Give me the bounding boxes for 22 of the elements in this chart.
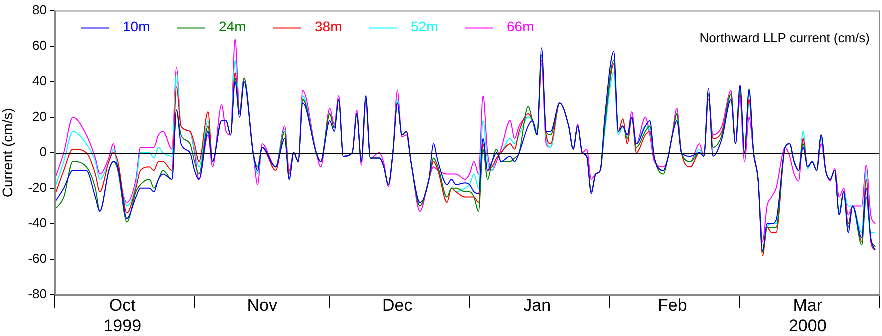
legend-label: 10m [123, 18, 150, 35]
x-tick-label: Mar 2000 [788, 296, 827, 336]
x-tick-label: Jan [524, 296, 552, 315]
y-axis-title: Current (cm/s) [0, 108, 16, 198]
x-tick-label: Dec [382, 296, 414, 315]
legend-label: 66m [507, 18, 534, 35]
annotation: Northward LLP current (cm/s) [700, 30, 870, 46]
legend-label: 24m [219, 18, 246, 35]
y-tick-label: 20 [32, 108, 47, 124]
y-tick-label: -80 [28, 286, 47, 302]
y-tick-label: -20 [28, 180, 47, 196]
y-tick-label: 60 [32, 38, 47, 53]
x-tick-label: Nov [247, 296, 278, 315]
x-tick-label: Oct 1999 [104, 296, 142, 336]
y-tick-label: -40 [28, 216, 47, 231]
legend-label: 38m [315, 18, 342, 35]
x-tick-label: Feb [658, 296, 688, 315]
legend-label: 52m [411, 18, 438, 35]
y-tick-label: 40 [32, 73, 47, 88]
y-tick-label: 0 [40, 144, 47, 160]
y-tick-label: -60 [28, 251, 47, 266]
y-tick-label: 80 [32, 2, 47, 18]
